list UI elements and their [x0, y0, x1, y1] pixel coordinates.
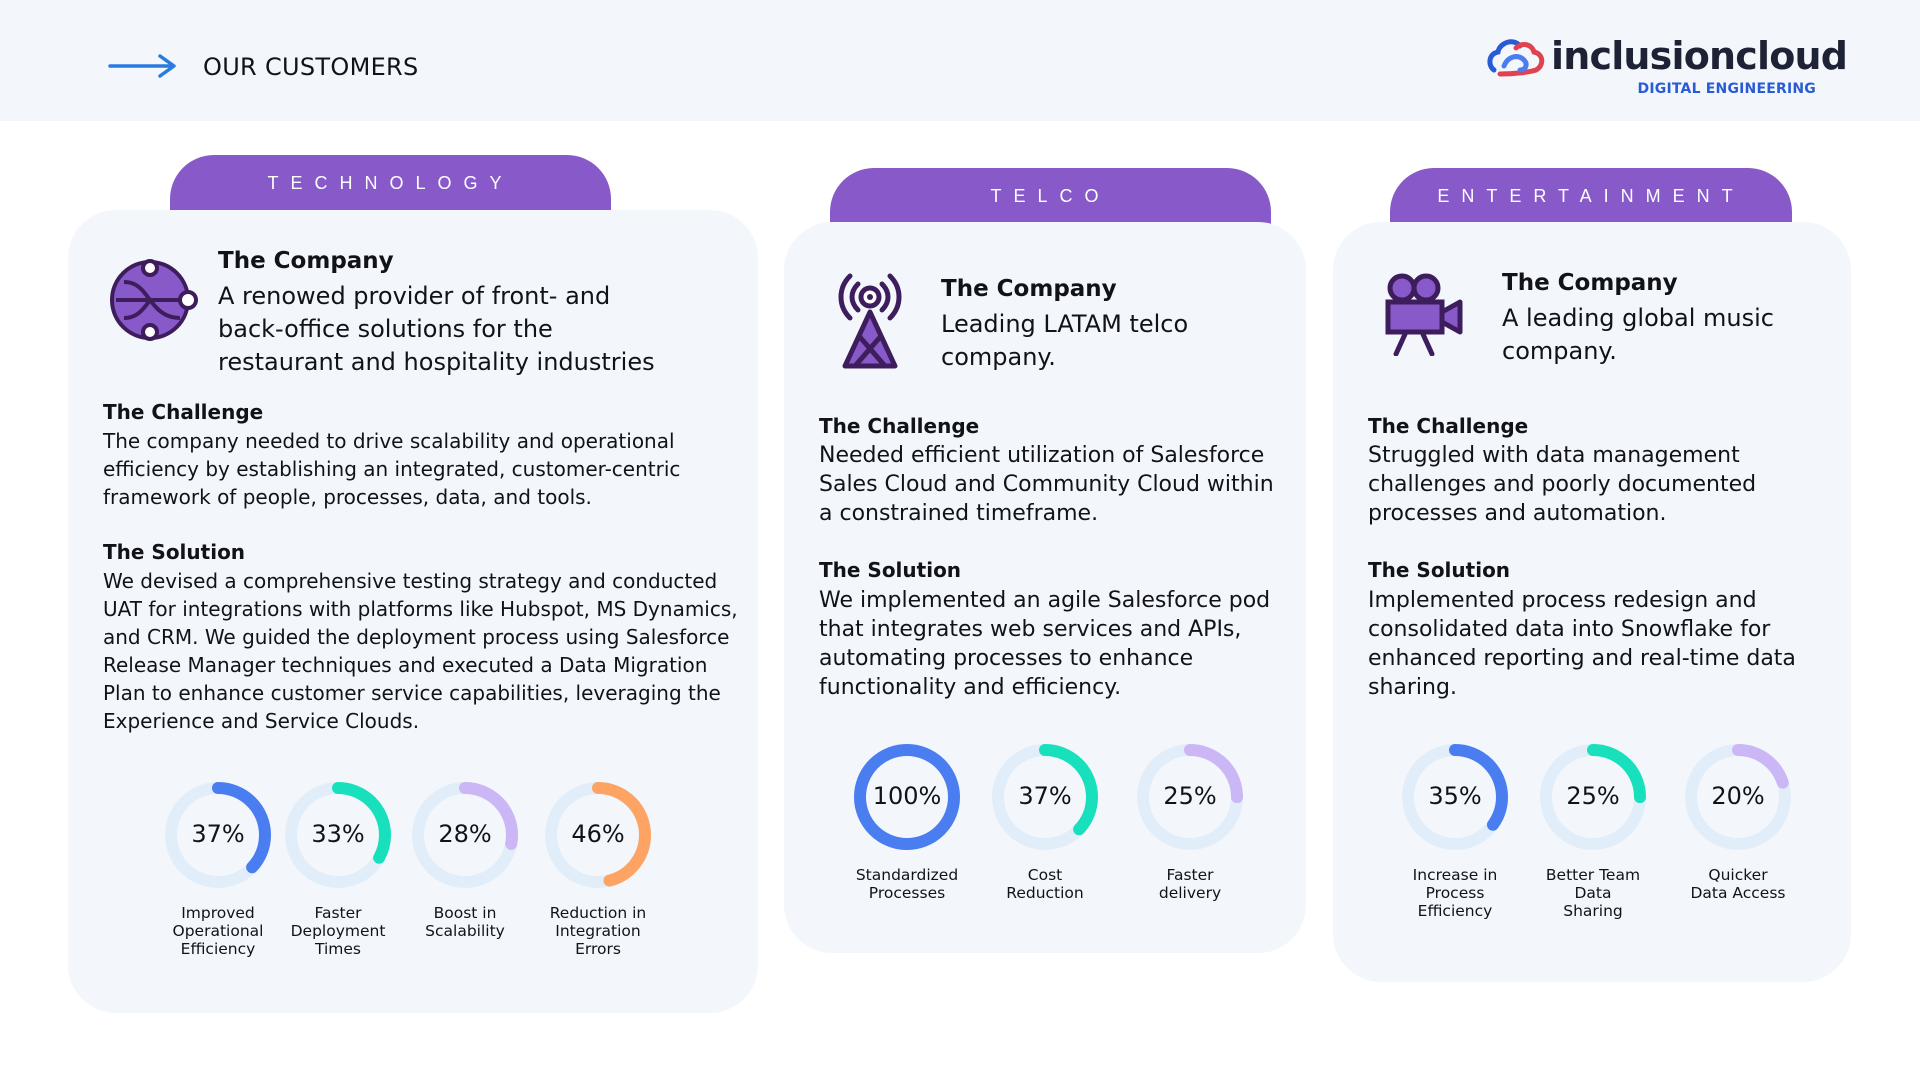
challenge-heading: The Challenge	[819, 414, 980, 438]
logo-wordmark: inclusioncloud	[1551, 34, 1848, 78]
ring-progress-arc	[1402, 744, 1508, 850]
metric-cost-reduction: 37% Cost Reduction	[975, 742, 1115, 902]
metric-value: 37%	[1018, 782, 1072, 810]
metric-value: 37%	[191, 820, 245, 848]
customer-card-technology	[68, 210, 758, 1013]
company-heading: The Company	[1502, 270, 1678, 296]
metric-reduction-errors: 46% Reduction in Integration Errors	[528, 780, 668, 958]
challenge-text: Struggled with data management challenge…	[1368, 443, 1757, 526]
progress-ring	[165, 782, 271, 888]
metric-faster-delivery: 25% Faster delivery	[1120, 742, 1260, 902]
video-camera-icon	[1385, 273, 1463, 356]
tab-technology: TECHNOLOGY	[170, 155, 611, 211]
metric-standardized-processes: 100% Standardized Processes	[837, 742, 977, 902]
solution-text: Implemented process redesign and consoli…	[1368, 588, 1796, 700]
tab-telco: TELCO	[830, 168, 1271, 224]
ring-progress-arc	[992, 744, 1098, 850]
progress-ring	[412, 782, 518, 888]
metric-data-access: 20% Quicker Data Access	[1668, 742, 1808, 902]
page-title: OUR CUSTOMERS	[203, 53, 419, 81]
metric-faster-deployment: 33% Faster Deployment Times	[268, 780, 408, 958]
header-bar: OUR CUSTOMERS inclusioncloud DIGITAL ENG…	[0, 0, 1920, 121]
metric-value: 33%	[311, 820, 365, 848]
metric-boost-scalability: 28% Boost in Scalability	[395, 780, 535, 940]
metric-process-efficiency: 35% Increase in Process Efficiency	[1385, 742, 1525, 920]
company-description: A leading global music company.	[1502, 304, 1774, 365]
metric-value: 35%	[1428, 782, 1482, 810]
solution-text: We implemented an agile Salesforce pod t…	[819, 588, 1271, 700]
progress-ring	[545, 782, 651, 888]
company-heading: The Company	[941, 276, 1117, 302]
broadcast-tower-icon	[838, 273, 902, 369]
metric-label: Quicker Data Access	[1690, 866, 1786, 902]
metric-value: 25%	[1163, 782, 1217, 810]
metric-label: Boost in Scalability	[425, 904, 505, 940]
metric-label: Improved Operational Efficiency	[172, 904, 264, 958]
tab-entertainment: ENTERTAINMENT	[1390, 168, 1792, 224]
ring-progress-arc	[1137, 744, 1243, 850]
company-description: Leading LATAM telco company.	[941, 310, 1189, 371]
ring-progress-arc	[1685, 744, 1791, 850]
metric-label: Standardized Processes	[855, 866, 959, 902]
metric-value: 100%	[872, 782, 942, 810]
metric-value: 46%	[571, 820, 625, 848]
brand-logo: inclusioncloud DIGITAL ENGINEERING	[1486, 34, 1848, 102]
progress-ring	[1137, 744, 1243, 850]
metric-label: Faster Deployment Times	[290, 904, 386, 958]
customer-card-entertainment	[1333, 222, 1851, 982]
cloud-logo-icon	[1487, 39, 1545, 77]
progress-ring	[1402, 744, 1508, 850]
challenge-text: The company needed to drive scalability …	[103, 429, 681, 509]
challenge-heading: The Challenge	[1368, 414, 1529, 438]
progress-ring	[854, 744, 960, 850]
solution-text: We devised a comprehensive testing strat…	[103, 569, 738, 733]
progress-ring	[992, 744, 1098, 850]
logo-tagline: DIGITAL ENGINEERING	[1637, 81, 1816, 97]
solution-heading: The Solution	[1368, 558, 1511, 582]
ring-progress-arc	[285, 782, 391, 888]
ring-progress-arc	[854, 744, 960, 850]
ring-progress-arc	[165, 782, 271, 888]
solution-heading: The Solution	[103, 540, 246, 564]
company-description: A renowed provider of front- and back-of…	[218, 282, 655, 376]
metric-label: Reduction in Integration Errors	[549, 904, 647, 958]
ring-progress-arc	[1540, 744, 1646, 850]
challenge-text: Needed efficient utilization of Salesfor…	[819, 443, 1274, 526]
challenge-heading: The Challenge	[103, 400, 264, 424]
progress-ring	[285, 782, 391, 888]
metric-improved-efficiency: 37% Improved Operational Efficiency	[148, 780, 288, 958]
solution-heading: The Solution	[819, 558, 962, 582]
long-arrow-right-icon	[108, 54, 176, 78]
metric-value: 28%	[438, 820, 492, 848]
ring-progress-arc	[412, 782, 518, 888]
metric-team-data-sharing: 25% Better Team Data Sharing	[1523, 742, 1663, 920]
ring-progress-arc	[545, 782, 651, 888]
metric-label: Better Team Data Sharing	[1545, 866, 1641, 920]
metric-label: Faster delivery	[1158, 866, 1222, 902]
progress-ring	[1685, 744, 1791, 850]
metric-label: Increase in Process Efficiency	[1412, 866, 1498, 920]
metric-label: Cost Reduction	[1006, 866, 1084, 902]
network-node-icon	[110, 259, 198, 341]
metric-value: 20%	[1711, 782, 1765, 810]
metric-value: 25%	[1566, 782, 1620, 810]
progress-ring	[1540, 744, 1646, 850]
company-heading: The Company	[218, 248, 394, 274]
